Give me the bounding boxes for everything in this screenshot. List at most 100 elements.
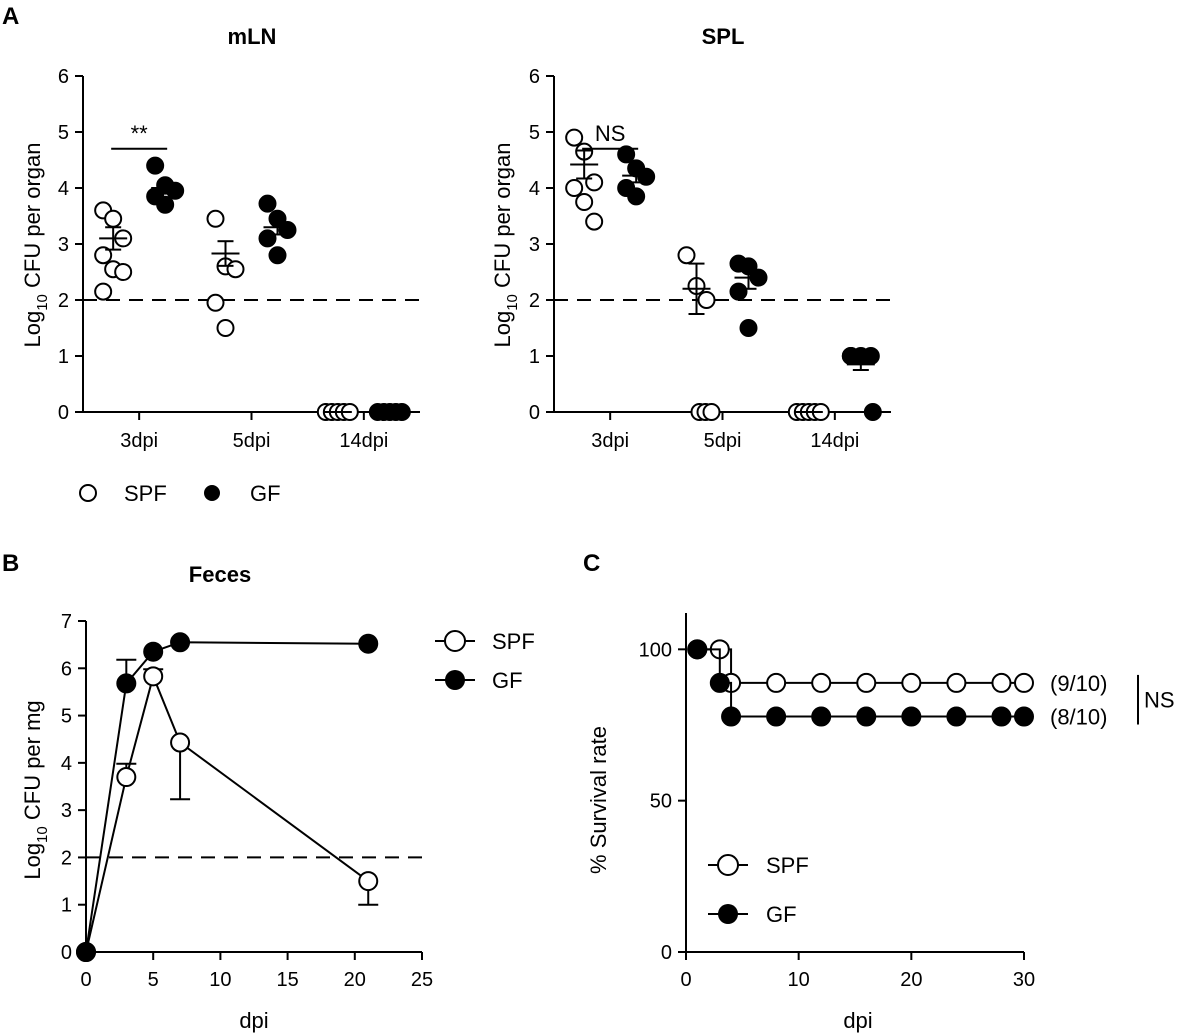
legend-label-gf: GF (250, 481, 281, 506)
significance-label: NS (1144, 688, 1175, 713)
data-point-gf (721, 706, 742, 727)
survival-annotation-spf: (9/10) (1050, 671, 1107, 696)
data-point-gf (278, 221, 297, 239)
x-tick-label: 15 (276, 969, 298, 991)
panel-letter-a: A (2, 3, 19, 30)
y-tick-label: 0 (61, 942, 72, 964)
data-point-spf (697, 291, 716, 309)
y-tick-label: 0 (58, 402, 69, 424)
data-point-gf (166, 181, 185, 200)
data-point-spf (677, 246, 696, 265)
x-tick-label: 14dpi (810, 430, 859, 452)
y-tick-label: 7 (61, 611, 72, 633)
data-point-spf (143, 666, 164, 687)
x-tick-label: 0 (80, 969, 91, 991)
data-point-gf (170, 632, 191, 653)
data-point-spf (585, 212, 604, 231)
data-point-spf (856, 672, 877, 693)
data-point-gf (901, 706, 922, 727)
data-point-gf (76, 942, 96, 962)
y-tick-label: 2 (529, 290, 540, 312)
data-point-gf (268, 246, 287, 265)
x-tick-label: 20 (344, 969, 366, 991)
data-point-gf (1014, 706, 1034, 727)
y-tick-label: 6 (529, 66, 540, 88)
significance-label: NS (595, 121, 626, 146)
series-line-spf (85, 673, 369, 953)
data-point-gf (156, 195, 175, 214)
panel-letter-c: C (583, 550, 600, 577)
y-tick-label: 1 (61, 895, 72, 917)
y-axis-label: Log10 CFU per organ (490, 142, 521, 347)
y-axis-label: % Survival rate (586, 726, 611, 874)
data-point-spf (116, 767, 137, 788)
x-tick-label: 30 (1013, 969, 1035, 991)
x-tick-label: 3dpi (120, 430, 158, 452)
data-point-gf (811, 706, 832, 727)
data-point-gf (258, 229, 277, 248)
x-tick-label: 20 (900, 969, 922, 991)
y-tick-label: 5 (529, 122, 540, 144)
y-tick-label: 4 (61, 753, 72, 775)
data-point-spf (94, 282, 113, 301)
data-point-spf (226, 260, 245, 279)
x-tick-label: 10 (788, 969, 810, 991)
data-point-gf (143, 641, 164, 662)
data-point-spf (946, 672, 967, 693)
y-tick-label: 0 (661, 942, 672, 964)
y-tick-label: 50 (650, 791, 672, 813)
data-point-spf (94, 246, 113, 265)
y-tick-label: 2 (58, 290, 69, 312)
legend-marker-spf (444, 630, 466, 652)
data-point-spf (565, 179, 584, 197)
chart-mln: mLN Log10 CFU per organ 0 1 2 3 4 5 6 3dpi 5dpi 1… (20, 24, 420, 452)
data-point-spf (216, 319, 235, 337)
legend-label-gf: GF (492, 668, 523, 693)
x-tick-label: 5dpi (704, 430, 742, 452)
data-point-gf (739, 319, 758, 337)
data-point-gf (116, 673, 137, 694)
legend-c: SPF GF (708, 853, 809, 927)
x-axis-label: dpi (239, 1008, 268, 1033)
data-point-gf (861, 347, 880, 365)
legend-label-spf: SPF (492, 629, 535, 654)
survival-annotation-gf: (8/10) (1050, 705, 1107, 730)
data-point-gf (687, 639, 708, 660)
data-point-gf (617, 145, 636, 164)
legend-label-spf: SPF (766, 853, 809, 878)
x-axis-label: dpi (843, 1008, 872, 1033)
data-point-gf (863, 403, 882, 421)
legend-marker-gf (445, 670, 465, 690)
panel-letter-b: B (2, 550, 19, 577)
data-point-gf (258, 194, 277, 213)
data-point-gf (946, 706, 967, 727)
chart-feces: Feces Log10 CFU per mg dpi 0 1 2 3 4 5 6 7 0 5 10 1… (20, 562, 535, 1033)
data-point-gf (856, 706, 877, 727)
legend-marker-spf (717, 854, 739, 876)
y-tick-label: 6 (61, 658, 72, 680)
legend-b: SPF GF (435, 629, 535, 693)
y-tick-label: 3 (529, 234, 540, 256)
legend-marker-spf (79, 484, 97, 502)
y-tick-label: 4 (529, 178, 540, 200)
y-tick-label: 0 (529, 402, 540, 424)
data-point-spf (358, 871, 379, 892)
data-point-spf (991, 672, 1012, 693)
data-point-spf (766, 672, 787, 693)
y-tick-label: 2 (61, 847, 72, 869)
data-point-spf (585, 173, 604, 192)
y-axis-label: Log10 CFU per mg (20, 700, 51, 879)
chart-title: Feces (189, 562, 251, 587)
data-point-gf (146, 156, 165, 175)
x-tick-label: 25 (411, 969, 433, 991)
legend-a: SPF GF (79, 481, 281, 506)
x-tick-label: 10 (209, 969, 231, 991)
legend-marker-gf (718, 904, 738, 924)
y-tick-label: 100 (639, 639, 672, 661)
data-point-gf (766, 706, 787, 727)
y-tick-label: 5 (58, 122, 69, 144)
data-point-spf (575, 193, 594, 211)
y-tick-label: 3 (61, 800, 72, 822)
y-tick-label: 1 (529, 346, 540, 368)
